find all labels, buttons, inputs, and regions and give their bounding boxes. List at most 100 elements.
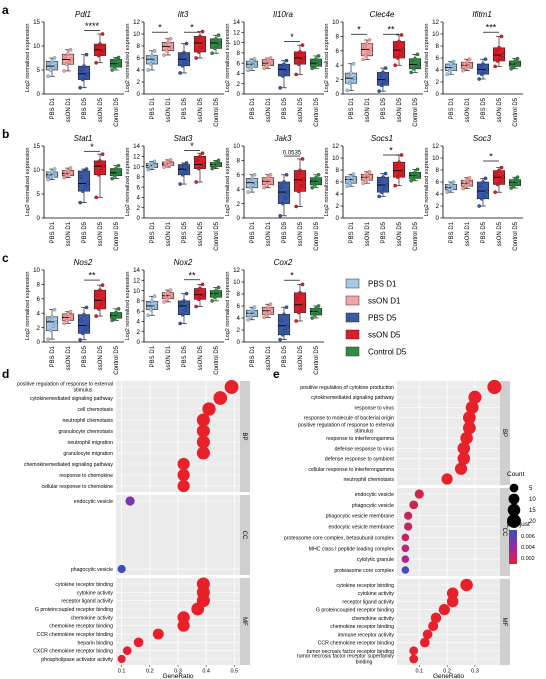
data-point — [467, 57, 472, 62]
data-point — [66, 168, 70, 173]
x-axis-label: GeneRatio — [162, 673, 193, 679]
y-tick-label: 10 — [33, 43, 40, 50]
term-dot — [462, 411, 476, 425]
term-dot — [191, 602, 205, 616]
data-point — [300, 157, 305, 161]
term-label: positive regulation of response to exter… — [17, 382, 113, 388]
term-dot — [117, 564, 126, 574]
y-tick-label: 10 — [432, 155, 439, 162]
data-point — [184, 41, 189, 46]
x-tick-label: ssON D1 — [66, 97, 72, 122]
data-point — [379, 190, 384, 195]
data-point — [64, 62, 69, 67]
data-point — [210, 51, 215, 56]
data-point — [362, 44, 367, 49]
data-point — [95, 293, 100, 298]
data-point — [513, 59, 517, 63]
x-tick-label: ssON D5 — [497, 97, 503, 122]
data-point — [215, 43, 220, 48]
data-point — [111, 168, 116, 173]
term-dot — [202, 402, 216, 416]
facet-label: BP — [501, 429, 507, 437]
data-point — [78, 200, 83, 205]
data-point — [377, 89, 382, 93]
data-point — [110, 68, 115, 72]
x-tick-label: PBS D5 — [381, 97, 387, 119]
x-tick-label: PBS D5 — [82, 221, 88, 243]
data-point — [310, 316, 315, 320]
data-point — [497, 45, 501, 50]
term-label: response to molecule of bacterial origin — [304, 416, 394, 422]
data-point — [363, 53, 368, 58]
data-point — [393, 183, 398, 188]
data-point — [399, 33, 404, 37]
data-point — [413, 56, 417, 61]
y-tick-label: 12 — [133, 19, 140, 26]
x-tick-label: 0.4 — [202, 669, 210, 675]
y-axis-label: Log2 normalized expression — [25, 272, 31, 341]
y-tick-label: 10 — [133, 164, 140, 171]
data-point — [279, 185, 284, 189]
y-axis-label: Log2 normalized expression — [424, 148, 430, 217]
facet-label: BP — [241, 432, 247, 440]
data-point — [497, 168, 501, 173]
data-point — [296, 189, 301, 194]
y-axis-label: Log2 normalized expression — [125, 272, 131, 341]
data-point — [509, 186, 514, 190]
y-tick-label: 10 — [33, 267, 40, 274]
dotplot-e: BP positive regulation of cytokine produc… — [284, 379, 510, 679]
data-point — [253, 180, 258, 185]
x-tick-label: ssON D1 — [266, 97, 272, 122]
data-point — [350, 78, 355, 83]
data-point — [150, 299, 154, 304]
data-point — [180, 312, 185, 317]
x-tick-label: ssON D1 — [66, 221, 72, 246]
data-point — [79, 175, 84, 180]
significance-label: * — [190, 141, 194, 151]
y-tick-label: 10 — [233, 279, 240, 286]
term-label: cytokine activity — [358, 591, 395, 597]
data-point — [100, 32, 105, 36]
data-point — [52, 56, 57, 60]
term-dot — [409, 654, 419, 664]
data-point — [349, 174, 353, 179]
term-label: positive regulation of cytokine producti… — [300, 385, 394, 391]
data-point — [383, 171, 388, 176]
data-point — [253, 62, 258, 67]
data-point — [98, 42, 102, 46]
data-point — [250, 59, 254, 63]
data-point — [201, 162, 206, 167]
color-legend-label: 0.006 — [521, 534, 535, 540]
y-tick-label: 10 — [432, 31, 439, 38]
facet-strip — [500, 381, 510, 485]
x-tick-label: PBS D5 — [282, 97, 288, 119]
term-dot — [460, 578, 473, 592]
data-point — [345, 184, 350, 189]
data-point — [199, 45, 204, 50]
data-point — [361, 57, 366, 62]
y-tick-label: 0 — [37, 91, 41, 98]
data-point — [110, 176, 115, 181]
data-point — [152, 48, 157, 53]
y-tick-label: 8 — [237, 158, 241, 165]
x-tick-label: PBS D5 — [481, 221, 487, 243]
data-point — [301, 302, 306, 307]
data-point — [484, 67, 489, 72]
term-dot — [196, 446, 210, 460]
term-dot — [419, 637, 430, 648]
x-tick-label: ssON D1 — [365, 221, 371, 246]
data-point — [516, 62, 521, 66]
data-point — [185, 57, 190, 62]
x-tick-label: ssON D5 — [397, 221, 403, 246]
data-point — [214, 160, 218, 165]
data-point — [151, 305, 156, 310]
data-point — [280, 201, 285, 206]
y-tick-label: 15 — [33, 19, 40, 26]
x-tick-label: Control D5 — [413, 97, 419, 126]
facet-cc: CC endocytic vesicle phagocytic vesicle pha… — [284, 488, 510, 576]
data-point — [199, 164, 204, 169]
data-point — [96, 172, 101, 177]
facet-bp: BP positive regulation of response to ext… — [17, 380, 250, 493]
y-tick-label: 12 — [432, 143, 439, 150]
facet-label: CC — [241, 531, 247, 540]
